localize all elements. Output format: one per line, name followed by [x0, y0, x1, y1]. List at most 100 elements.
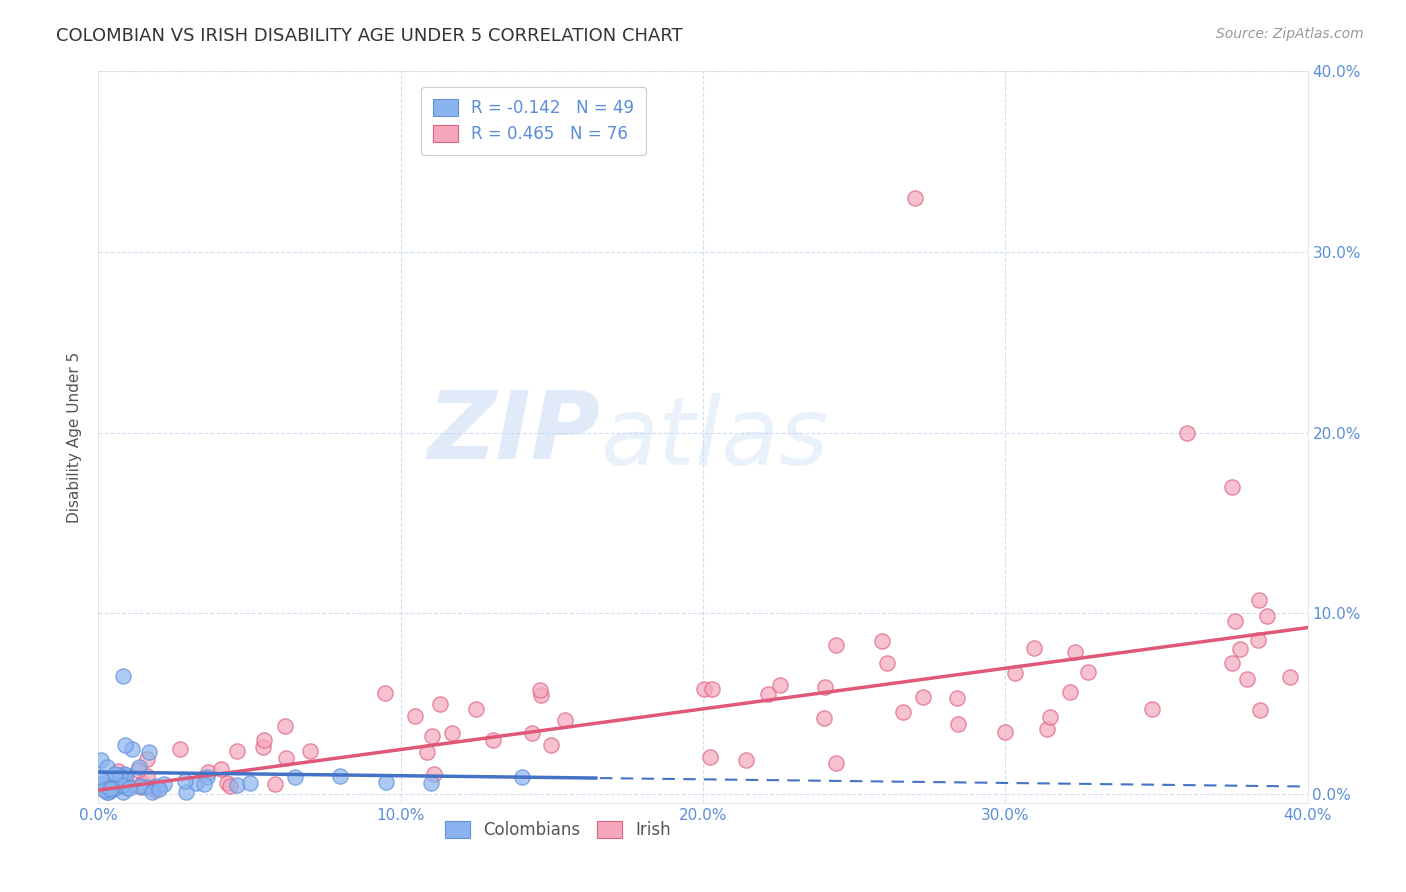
Point — [193, 777, 215, 791]
Point — [143, 783, 166, 797]
Point — [114, 739, 136, 753]
Point — [110, 769, 132, 783]
Point — [153, 777, 176, 791]
Point — [115, 768, 138, 782]
Point — [825, 639, 848, 653]
Point — [135, 769, 157, 783]
Point — [769, 678, 792, 692]
Text: ZIP: ZIP — [427, 387, 600, 479]
Point — [1249, 593, 1271, 607]
Y-axis label: Disability Age Under 5: Disability Age Under 5 — [67, 351, 83, 523]
Point — [404, 709, 426, 723]
Point — [112, 779, 135, 793]
Point — [756, 687, 779, 701]
Point — [1256, 609, 1278, 624]
Point — [169, 741, 191, 756]
Point — [104, 781, 127, 796]
Point — [1175, 425, 1198, 440]
Point — [482, 732, 505, 747]
Point — [298, 744, 321, 758]
Point — [174, 785, 197, 799]
Point — [891, 705, 914, 719]
Point — [415, 745, 437, 759]
Point — [554, 713, 576, 727]
Point — [329, 769, 352, 783]
Point — [994, 725, 1017, 739]
Point — [111, 778, 134, 792]
Text: atlas: atlas — [600, 393, 828, 484]
Point — [142, 780, 165, 795]
Point — [1036, 722, 1059, 736]
Point — [1064, 645, 1087, 659]
Point — [225, 778, 247, 792]
Legend: Colombians, Irish: Colombians, Irish — [439, 814, 678, 846]
Text: COLOMBIAN VS IRISH DISABILITY AGE UNDER 5 CORRELATION CHART: COLOMBIAN VS IRISH DISABILITY AGE UNDER … — [56, 27, 683, 45]
Point — [184, 776, 207, 790]
Point — [422, 766, 444, 780]
Point — [1279, 670, 1302, 684]
Point — [904, 191, 927, 205]
Point — [1039, 710, 1062, 724]
Point — [274, 719, 297, 733]
Point — [870, 633, 893, 648]
Point — [195, 770, 218, 784]
Point — [374, 774, 396, 789]
Point — [440, 726, 463, 740]
Point — [148, 781, 170, 796]
Point — [876, 656, 898, 670]
Point — [217, 776, 239, 790]
Point — [141, 784, 163, 798]
Point — [129, 780, 152, 795]
Point — [1247, 633, 1270, 648]
Point — [814, 681, 837, 695]
Point — [824, 756, 846, 770]
Point — [264, 777, 287, 791]
Point — [813, 711, 835, 725]
Point — [239, 776, 262, 790]
Point — [138, 745, 160, 759]
Point — [96, 760, 118, 774]
Point — [1022, 641, 1045, 656]
Point — [693, 682, 716, 697]
Point — [226, 744, 249, 758]
Point — [911, 690, 934, 705]
Point — [429, 697, 451, 711]
Point — [1229, 642, 1251, 657]
Point — [127, 763, 149, 777]
Point — [699, 750, 721, 764]
Point — [510, 770, 533, 784]
Point — [90, 753, 112, 767]
Point — [946, 717, 969, 731]
Point — [111, 669, 134, 683]
Point — [274, 751, 297, 765]
Point — [1077, 665, 1099, 680]
Point — [100, 779, 122, 793]
Point — [946, 691, 969, 706]
Point — [735, 753, 758, 767]
Point — [218, 779, 240, 793]
Point — [530, 688, 553, 702]
Point — [1004, 666, 1026, 681]
Point — [96, 785, 118, 799]
Point — [118, 781, 141, 796]
Point — [117, 781, 139, 796]
Point — [374, 686, 396, 700]
Point — [174, 773, 197, 788]
Point — [131, 776, 153, 790]
Point — [110, 778, 132, 792]
Point — [97, 785, 120, 799]
Point — [108, 772, 131, 786]
Point — [1225, 614, 1247, 628]
Point — [146, 779, 169, 793]
Point — [1222, 656, 1244, 670]
Point — [700, 682, 723, 697]
Point — [111, 785, 134, 799]
Point — [117, 778, 139, 792]
Point — [128, 759, 150, 773]
Point — [1142, 702, 1164, 716]
Point — [1236, 672, 1258, 686]
Point — [93, 783, 115, 797]
Point — [422, 729, 444, 743]
Point — [107, 764, 129, 779]
Point — [252, 740, 274, 755]
